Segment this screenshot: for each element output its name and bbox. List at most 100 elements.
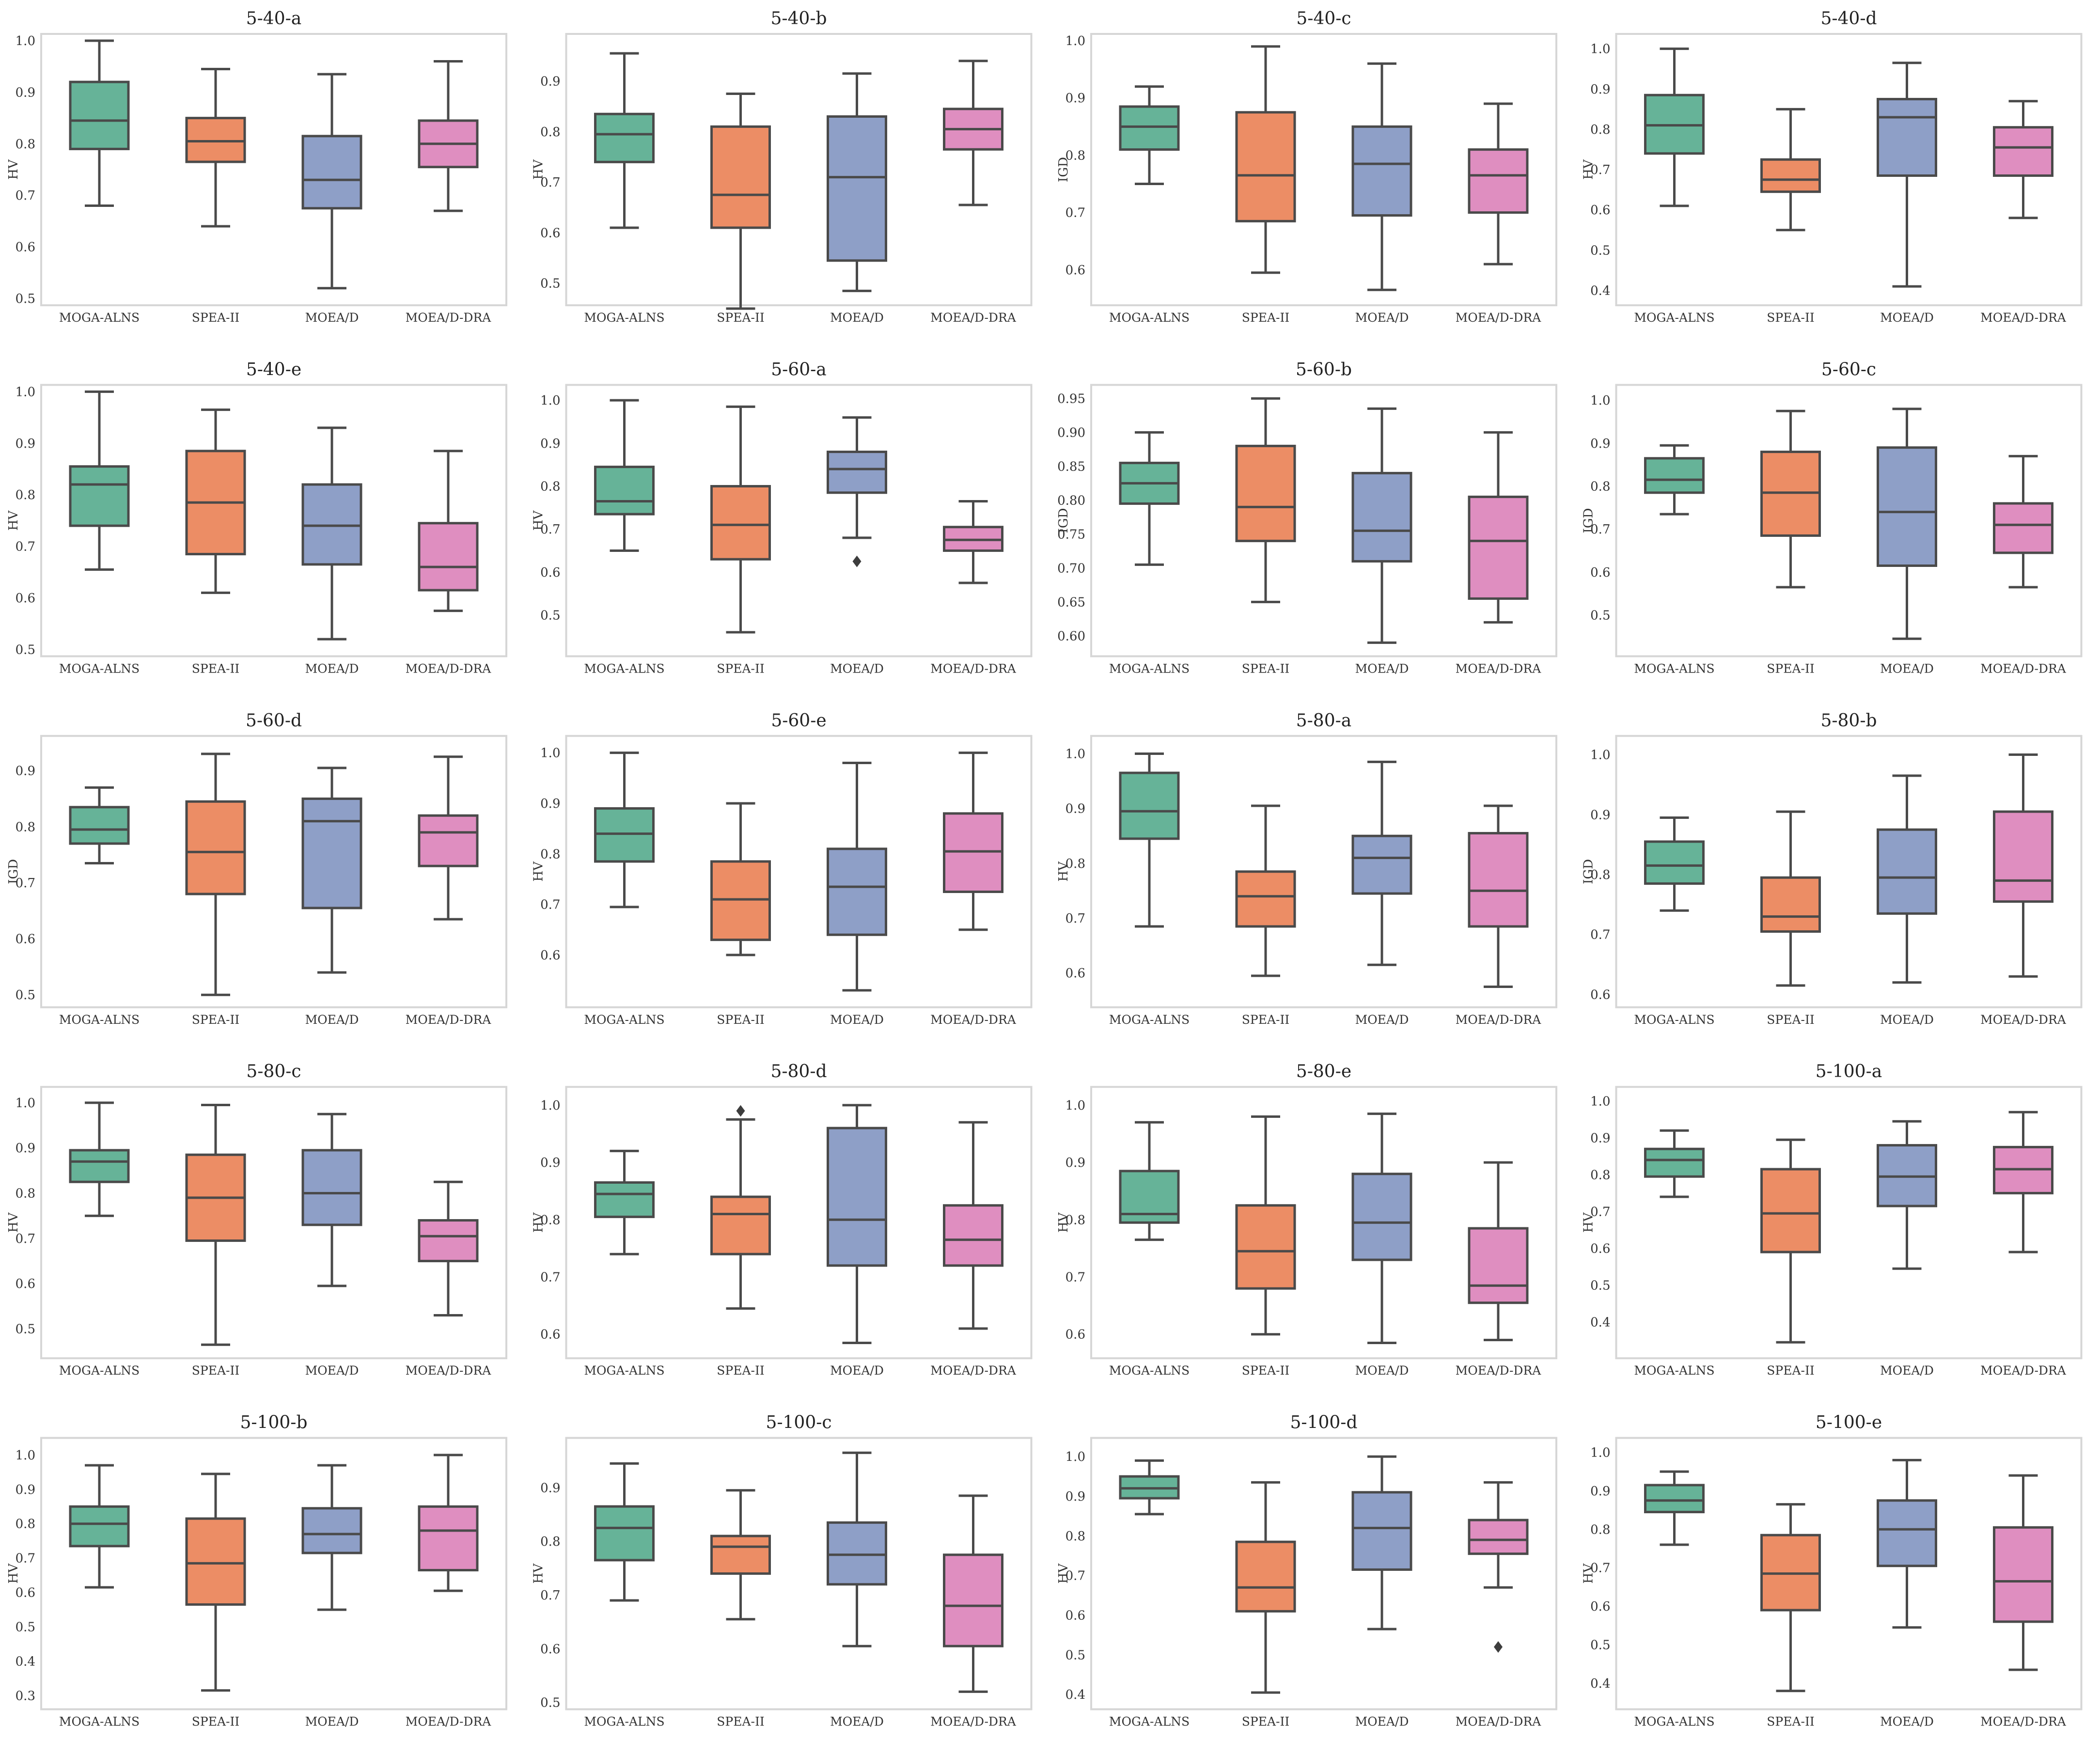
y-tick-label: 0.7 [16,188,35,203]
y-tick-label: 0.6 [540,948,560,963]
panel-title: 5-60-c [1821,360,1876,379]
y-tick-label: 1.0 [540,393,560,408]
chart-panel-5-80-c: 5-80-c 0.5 0.6 0.7 0.8 0.9 1.0 HV MOGA-ALNS SPEA-… [6,1062,507,1378]
y-axis-label: HV [6,159,21,180]
y-tick-label: 0.6 [16,1277,35,1291]
x-category-label: SPEA-II [717,1013,764,1027]
chart-panel-5-80-a: 5-80-a 0.6 0.7 0.8 0.9 1.0 HV MOGA-ALNS SPEA-II M… [1056,711,1557,1027]
y-tick-label: 0.8 [16,1517,35,1532]
y-tick-label: 0.4 [16,1654,35,1669]
box-spea-ii [710,485,771,561]
box-moga-alns [69,806,130,845]
box-moea-d-dra [418,1505,479,1572]
panel-title: 5-40-c [1296,9,1351,29]
y-axis-label: IGD [1582,859,1596,884]
box-spea-ii [1235,1204,1296,1290]
plot-frame [565,384,1033,658]
y-tick-label: 0.7 [16,1551,35,1566]
y-tick-label: 0.4 [1066,1688,1085,1702]
plot-frame [1615,384,2083,658]
y-tick-label: 0.90 [1057,425,1085,440]
y-tick-label: 0.6 [16,591,35,606]
x-category-label: MOGA-ALNS [1634,1013,1714,1027]
box-spea-ii [710,860,771,941]
y-tick-label: 1.0 [1066,34,1085,48]
y-tick-label: 0.7 [16,876,35,891]
y-tick-label: 0.8 [540,847,560,862]
x-category-label: MOEA/D [305,1363,359,1378]
y-tick-label: 1.0 [540,1098,560,1113]
box-moea-d [301,1149,362,1226]
y-tick-label: 0.8 [1590,479,1610,494]
panel-title: 5-40-e [246,360,301,379]
y-tick-label: 0.9 [540,797,560,811]
box-moga-alns [594,112,655,163]
panel-title: 5-60-e [771,711,826,731]
x-category-label: SPEA-II [717,1363,764,1378]
y-tick-label: 0.7 [540,1588,560,1603]
x-category-label: MOEA/D [1355,1715,1409,1729]
y-tick-label: 0.6 [1066,1609,1085,1623]
panel-title: 5-40-b [770,9,827,29]
y-tick-label: 1.0 [1066,747,1085,761]
y-tick-label: 0.95 [1057,392,1085,406]
x-category-label: MOEA/D [830,1363,884,1378]
plot-frame [1090,1086,1557,1360]
y-tick-label: 0.85 [1057,459,1085,474]
panel-title: 5-80-c [246,1062,301,1081]
box-moea-d-dra [943,812,1003,893]
x-category-label: MOEA/D-DRA [930,1715,1017,1729]
y-tick-label: 0.7 [1066,911,1085,926]
box-moea-d-dra [418,522,479,592]
y-tick-label: 0.65 [1057,595,1085,610]
panel-title: 5-60-a [771,360,827,379]
y-tick-label: 0.8 [1066,1529,1085,1544]
x-category-label: MOEA/D [830,311,884,325]
x-category-label: MOEA/D [1880,1013,1934,1027]
box-moea-d [1351,471,1412,563]
panel-title: 5-40-d [1820,9,1877,29]
chart-panel-5-60-a: 5-60-a 0.5 0.6 0.7 0.8 0.9 1.0 HV MOGA-ALNS SPEA-… [532,360,1033,675]
outlier-point-moea-d-dra [1494,1641,1503,1653]
y-tick-label: 0.9 [1066,1156,1085,1170]
chart-panel-5-80-e: 5-80-e 0.6 0.7 0.8 0.9 1.0 HV MOGA-ALNS SPEA-II M… [1056,1062,1557,1378]
panel-title: 5-80-e [1296,1062,1351,1081]
box-moea-d [301,135,362,210]
x-category-label: MOEA/D [305,311,359,325]
box-moea-d [1877,98,1937,177]
box-moga-alns [69,80,130,150]
y-axis-label: HV [6,510,21,531]
y-tick-label: 1.0 [16,385,35,399]
y-tick-label: 0.7 [540,898,560,912]
y-tick-label: 0.5 [1590,1638,1610,1652]
chart-panel-5-40-d: 5-40-d 0.4 0.5 0.6 0.7 0.8 0.9 1.0 HV MOGA-ALNS SP… [1582,9,2083,325]
plot-frame [1615,735,2083,1008]
y-tick-label: 0.6 [1066,1328,1085,1342]
box-moea-d-dra [1993,810,2053,903]
y-tick-label: 0.9 [540,1481,560,1495]
box-moga-alns [1644,1147,1705,1178]
y-tick-label: 0.6 [16,932,35,947]
y-tick-label: 0.7 [1590,522,1610,537]
y-tick-label: 0.6 [1590,1599,1610,1614]
y-tick-label: 0.5 [16,1322,35,1337]
chart-panel-5-40-a: 5-40-a 0.5 0.6 0.7 0.8 0.9 1.0 HV MOGA-ALNS SPEA-… [6,9,507,325]
y-axis-label: IGD [1056,508,1071,533]
y-axis-label: HV [6,1212,21,1233]
y-tick-label: 0.9 [1590,82,1610,97]
plot-frame [565,1437,1033,1710]
y-tick-label: 0.6 [1590,565,1610,580]
chart-panel-5-100-c: 5-100-c 0.5 0.6 0.7 0.8 0.9 HV MOGA-ALNS SPEA-II… [532,1413,1033,1729]
y-tick-label: 0.5 [16,988,35,1003]
x-category-label: MOEA/D-DRA [406,1013,492,1027]
box-moga-alns [594,466,655,516]
y-tick-label: 0.9 [1066,1489,1085,1504]
box-moea-d [1351,834,1412,895]
x-category-label: MOGA-ALNS [1109,1363,1190,1378]
y-tick-label: 0.9 [16,1141,35,1156]
x-category-label: MOGA-ALNS [1109,1715,1190,1729]
y-tick-label: 0.4 [1590,1315,1610,1330]
y-tick-label: 0.5 [16,1620,35,1635]
y-tick-label: 0.80 [1057,493,1085,508]
